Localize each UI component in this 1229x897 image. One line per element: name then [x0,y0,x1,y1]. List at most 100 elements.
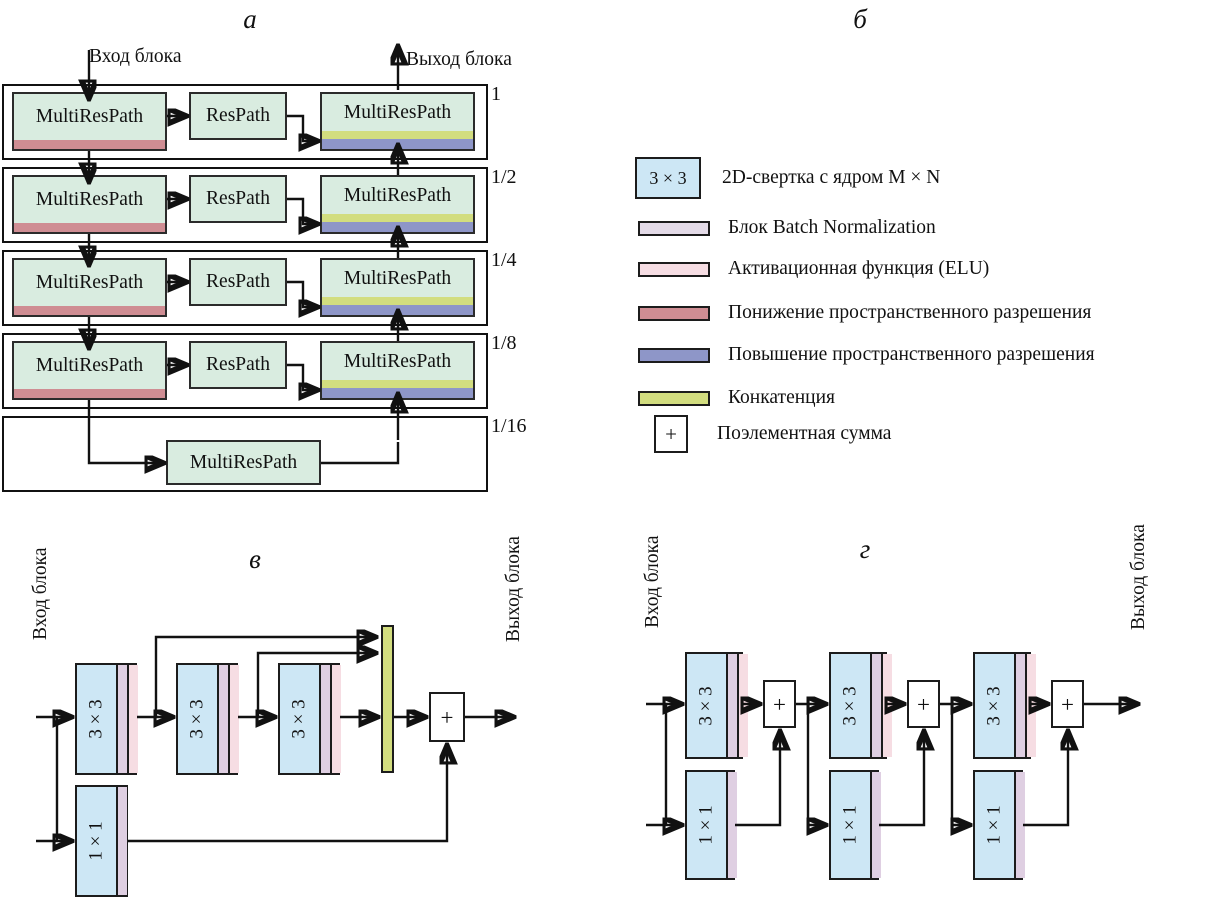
legend-row-downsample: Понижение пространственного разрешения [638,302,1091,324]
batchnorm-stripe [1014,772,1026,878]
panel-g-shortcut-conv-1[interactable]: 1 × 1 [685,770,738,880]
panel-a-encoder-block-4[interactable]: MultiResPath [12,341,167,400]
panel-g-shortcut-conv-3[interactable]: 1 × 1 [973,770,1026,880]
panel-g-main-conv-2[interactable]: 3 × 3 [829,652,893,759]
legend-label-upsample: Повышение пространственного разрешения [728,344,1095,365]
panel-g-input-label: Вход блока [642,535,663,629]
panel-a-decoder-label-2: MultiResPath [343,184,452,206]
legend-row-batchnorm: Блок Batch Normalization [638,217,936,239]
panel-v-conv-block-4[interactable]: 1 × 1 [75,785,128,897]
panel-v-sum-symbol: + [440,704,454,730]
legend-row-elu: Активационная функция (ELU) [638,258,989,280]
panel-g-main-conv-body-1: 3 × 3 [687,654,727,757]
panel-a-skip-label-2: ResPath [206,188,270,209]
panel-v-sum-box[interactable]: + [429,692,465,742]
panel-v-conv-body-2: 3 × 3 [178,665,218,773]
panel-g-shortcut-conv-2[interactable]: 1 × 1 [829,770,882,880]
panel-a-decoder-stripes-1 [322,131,473,149]
panel-v-output-label: Выход блока [503,536,524,642]
panel-a-decoder-block-1[interactable]: MultiResPath [320,92,475,151]
panel-a-encoder-stripes-1 [14,140,165,149]
elu-swatch [638,261,710,277]
panel-a-input-label: Вход блока [89,46,182,67]
batchnorm-stripe [116,787,128,895]
panel-a-encoder-stripes-3 [14,306,165,315]
legend-row-upsample: Повышение пространственного разрешения [638,344,1095,366]
concat-stripe [322,131,473,139]
panel-g-shortcut-conv-kernel-3: 1 × 1 [983,805,1005,845]
legend-label-batchnorm: Блок Batch Normalization [728,217,936,238]
panel-a-scale-1-4: 1/4 [491,249,517,271]
panel-a-scale-1-2: 1/2 [491,166,517,188]
plus-symbol: + [665,421,677,446]
panel-caption-g: г [859,534,871,564]
panel-a-skip-block-2[interactable]: ResPath [189,175,287,223]
legend-label-downsample: Понижение пространственного разрешения [728,302,1092,323]
panel-g-main-conv-3[interactable]: 3 × 3 [973,652,1037,759]
upsample-stripe [322,139,473,149]
panel-a-encoder-block-1[interactable]: MultiResPath [12,92,167,151]
panel-caption-a: а [243,4,257,34]
panel-v-conv-body-4: 1 × 1 [77,787,117,895]
downsample-stripe [14,306,165,315]
panel-a-encoder-stripes-4 [14,389,165,398]
batchnorm-stripe [319,665,331,773]
panel-g-shortcut-conv-kernel-1: 1 × 1 [695,805,717,845]
panel-a-bottleneck-label: MultiResPath [189,451,298,473]
panel-v-conv-block-3[interactable]: 3 × 3 [278,663,342,775]
panel-g-sum-box-2[interactable]: + [907,680,940,728]
batchnorm-stripe [870,654,882,757]
panel-a-skip-block-4[interactable]: ResPath [189,341,287,389]
legend-label-elu: Активационная функция (ELU) [728,258,990,279]
panel-a-encoder-block-2[interactable]: MultiResPath [12,175,167,234]
panel-a-skip-block-3[interactable]: ResPath [189,258,287,306]
panel-g-shortcut-conv-kernel-2: 1 × 1 [839,805,861,845]
panel-a: Вход блока Выход блока 1 1/2 1/4 1/8 1/1… [0,0,560,500]
upsample-stripe [322,388,473,398]
panel-g-output-label: Выход блока [1128,524,1149,630]
elu-stripe [228,665,240,773]
legend-label-conv: 2D-свертка с ядром M × N [722,167,941,188]
panel-g-shortcut-conv-body-2: 1 × 1 [831,772,871,878]
elu-stripe [737,654,749,757]
panel-a-output-label: Выход блока [406,49,512,70]
panel-v-conv-body-1: 3 × 3 [77,665,117,773]
upsample-swatch [638,347,710,363]
panel-a-bottleneck-block[interactable]: MultiResPath [166,440,321,485]
panel-a-encoder-stripes-2 [14,223,165,232]
panel-a-encoder-label-1: MultiResPath [35,106,144,127]
panel-g-main-conv-1[interactable]: 3 × 3 [685,652,749,759]
batchnorm-stripe [726,654,738,757]
panel-g-sum-box-1[interactable]: + [763,680,796,728]
panel-a-decoder-block-3[interactable]: MultiResPath [320,258,475,317]
panel-v: Вход блока Выход блока 3 × 3 3 × 3 3 × 3 [0,520,560,897]
panel-g-sum-box-3[interactable]: + [1051,680,1084,728]
batchnorm-stripe [726,772,738,878]
panel-a-decoder-stripes-2 [322,214,473,232]
panel-g-sum-symbol-1: + [773,691,786,717]
panel-a-scale-1: 1 [491,83,501,105]
panel-a-decoder-block-4[interactable]: MultiResPath [320,341,475,400]
panel-g-main-conv-kernel-1: 3 × 3 [695,685,717,726]
panel-g-shortcut-conv-body-1: 1 × 1 [687,772,727,878]
conv-kernel-value: 3 × 3 [649,167,687,188]
panel-g-main-conv-kernel-2: 3 × 3 [839,685,861,726]
panel-v-conv-block-2[interactable]: 3 × 3 [176,663,240,775]
panel-v-concat-bar [381,625,394,773]
concat-stripe [322,214,473,222]
conv-kernel-swatch: 3 × 3 [635,157,701,199]
panel-g-sum-symbol-2: + [917,691,930,717]
downsample-swatch [638,305,710,321]
panel-a-encoder-block-3[interactable]: MultiResPath [12,258,167,317]
panel-a-skip-label-4: ResPath [206,354,270,375]
elu-stripe [1025,654,1037,757]
panel-a-decoder-block-2[interactable]: MultiResPath [320,175,475,234]
panel-a-skip-block-1[interactable]: ResPath [189,92,287,140]
batchnorm-stripe [1014,654,1026,757]
panel-g-shortcut-conv-body-3: 1 × 1 [975,772,1015,878]
panel-v-conv-kernel-1: 3 × 3 [85,699,107,739]
panel-v-conv-block-1[interactable]: 3 × 3 [75,663,139,775]
batchnorm-stripe [217,665,229,773]
panel-caption-v: в [249,544,261,574]
